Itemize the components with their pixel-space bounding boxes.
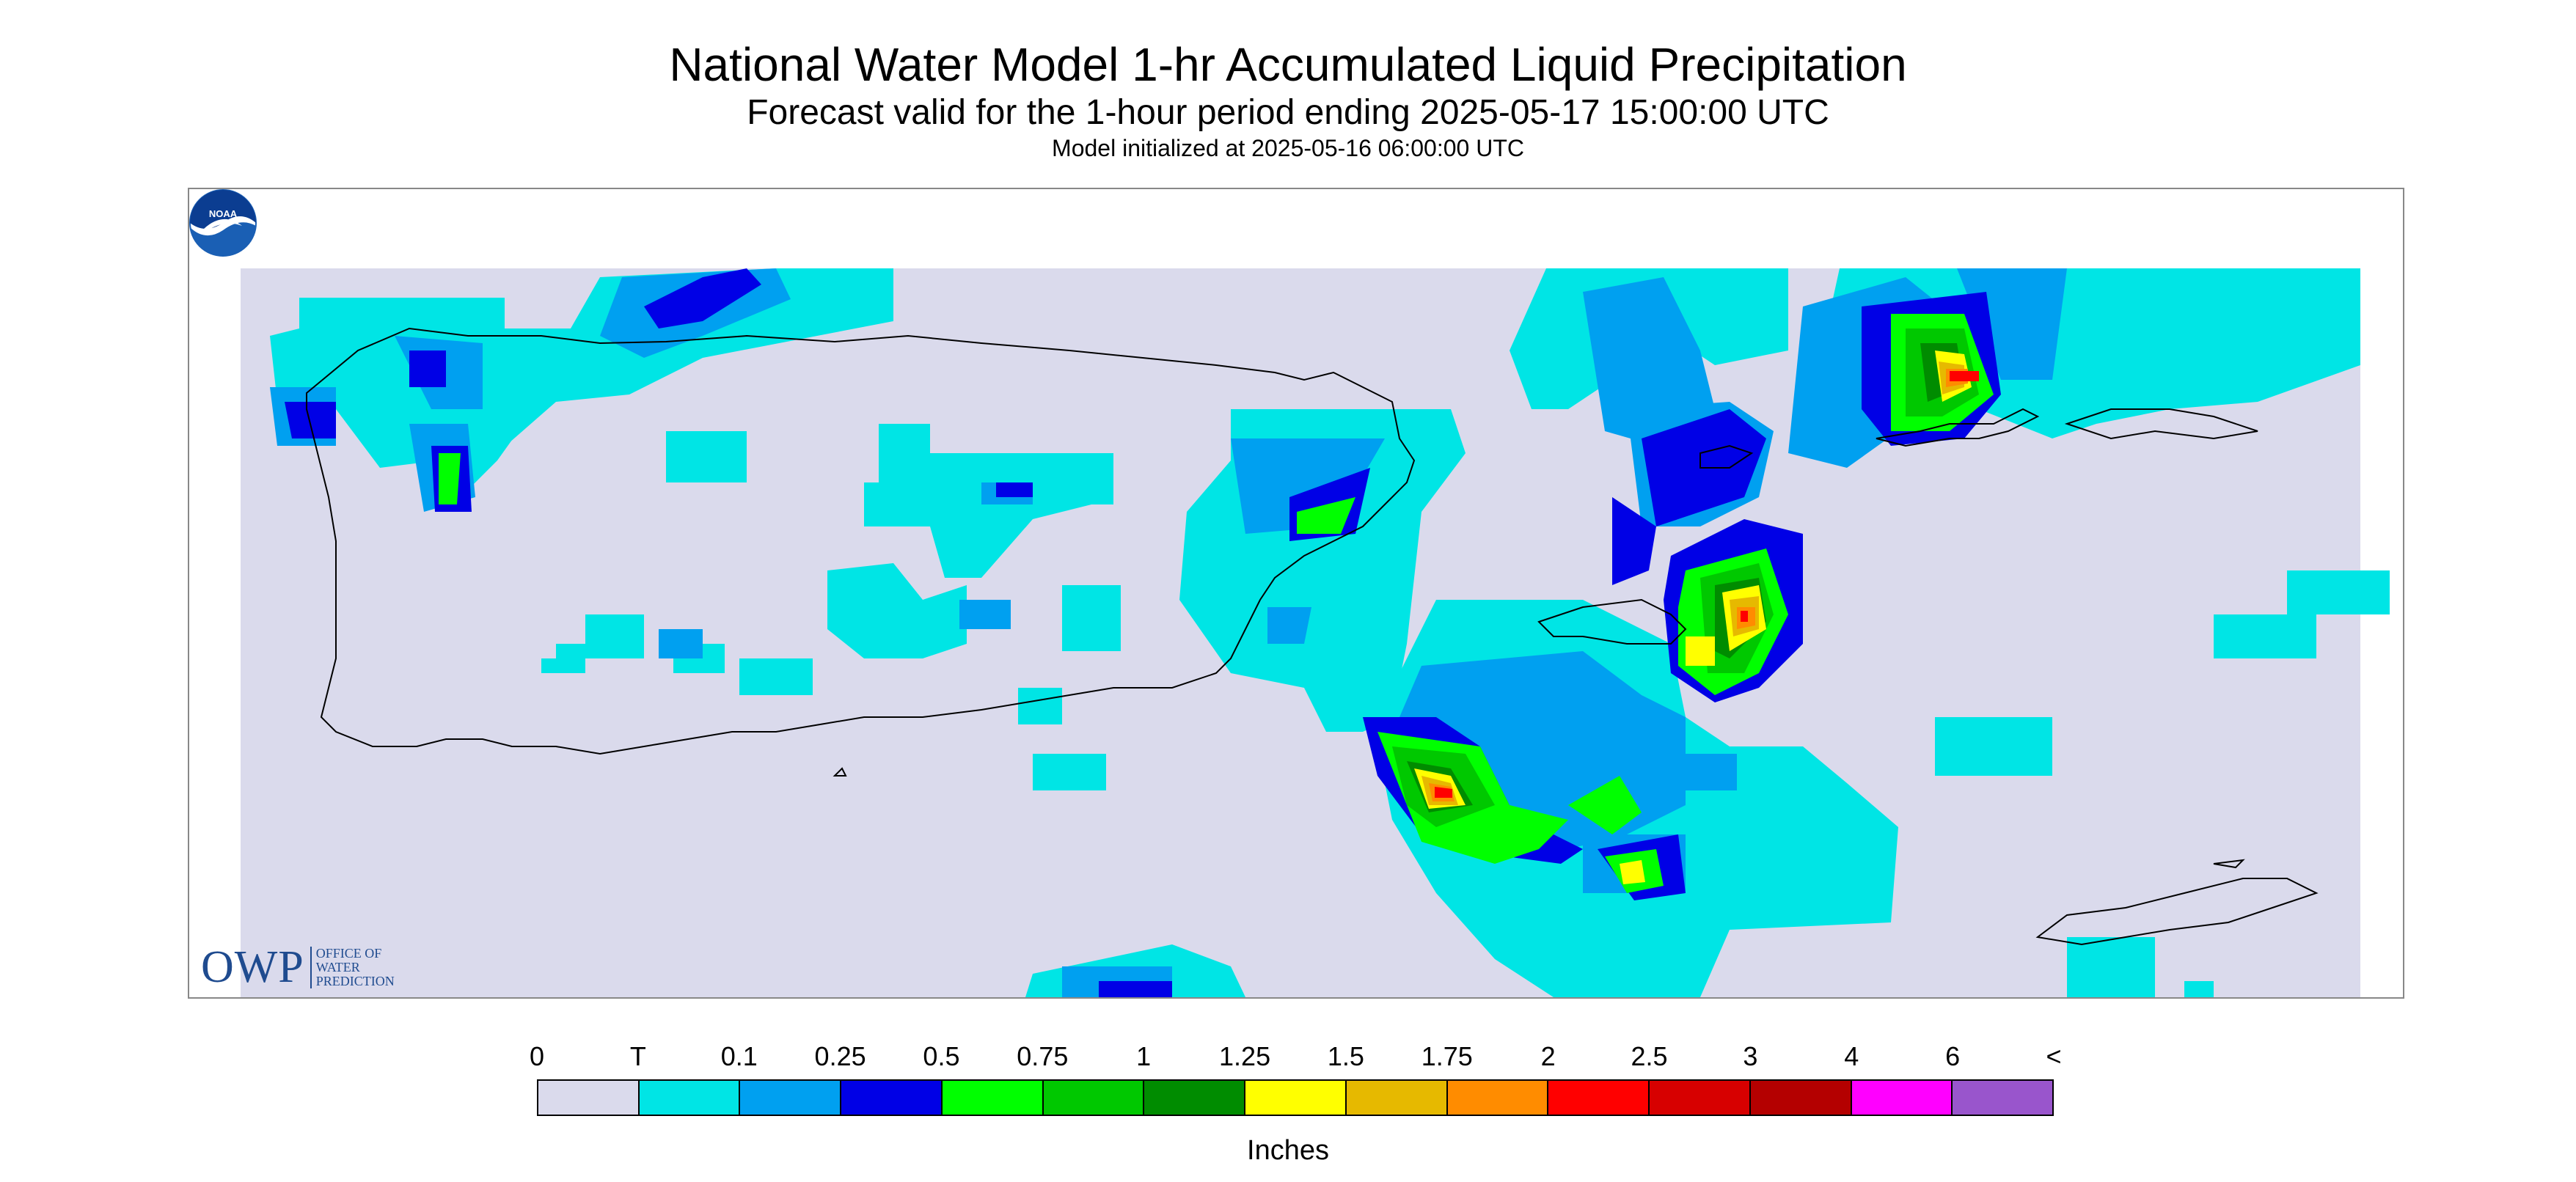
- precipitation-map: OWP OFFICE OF WATER PREDICTION NOAA: [188, 188, 2404, 999]
- buck-island-outline: [2213, 859, 2245, 869]
- legend-swatch: [1750, 1081, 1852, 1115]
- legend-swatch: [1144, 1081, 1246, 1115]
- legend-tick-label: 2.5: [1631, 1041, 1668, 1071]
- legend-swatch: [1953, 1081, 2053, 1115]
- legend-tick-label: <: [2046, 1041, 2062, 1071]
- legend-swatch: [1851, 1081, 1953, 1115]
- owp-logo-line2: WATER: [315, 959, 360, 974]
- legend-tick-label: T: [629, 1041, 646, 1071]
- legend-swatch: [740, 1081, 842, 1115]
- puerto-rico-outline: [306, 327, 1416, 755]
- st-thomas-outline: [1876, 408, 2040, 447]
- precip-2-areas: [1435, 371, 1979, 798]
- legend-tick-label: 2: [1540, 1041, 1556, 1071]
- legend-tick-label: 0.25: [814, 1041, 866, 1071]
- legend-swatch: [1245, 1081, 1347, 1115]
- noaa-logo-text: NOAA: [209, 208, 238, 219]
- vieques-outline: [1537, 598, 1687, 645]
- owp-logo-line3: PREDICTION: [315, 973, 395, 988]
- legend-swatch: [1043, 1081, 1145, 1115]
- legend-tick-label: 3: [1743, 1041, 1758, 1071]
- page-title: National Water Model 1-hr Accumulated Li…: [669, 38, 1907, 91]
- owp-logo-letters: OWP: [201, 941, 304, 992]
- legend-swatch: [942, 1081, 1044, 1115]
- legend-tick-label: 0.1: [720, 1041, 758, 1071]
- legend-tick-label: 1.25: [1219, 1041, 1271, 1071]
- culebra-outline: [1699, 444, 1754, 469]
- caja-de-muertos-outline: [833, 767, 847, 777]
- forecast-valid-subtitle: Forecast valid for the 1-hour period end…: [747, 93, 1829, 132]
- precip-legend: 0 T 0.1 0.25 0.5 0.75 1 1.25 1.5 1.75 2 2.5 3 4 6 < Inc…: [0, 1019, 2576, 1181]
- st-croix-outline: [2035, 878, 2319, 946]
- legend-swatch: [1548, 1081, 1650, 1115]
- legend-swatch: [841, 1081, 943, 1115]
- map-canvas: [241, 268, 2390, 997]
- owp-logo-text: OFFICE OF WATER PREDICTION: [310, 945, 395, 988]
- legend-tick-label: 1: [1136, 1041, 1152, 1071]
- legend-tick-label: 0: [529, 1041, 545, 1071]
- legend-tick-label: 1.75: [1421, 1041, 1473, 1071]
- coastline-outlines: [306, 327, 2319, 946]
- legend-tick-label: 4: [1844, 1041, 1859, 1071]
- noaa-logo: NOAA: [189, 189, 257, 257]
- legend-swatch: [1447, 1081, 1549, 1115]
- legend-colorbar: [537, 1079, 2054, 1116]
- legend-tick-label: 0.5: [923, 1041, 960, 1071]
- legend-swatch: [538, 1081, 640, 1115]
- owp-logo-line1: OFFICE OF: [315, 945, 382, 961]
- legend-tick-label: 1.5: [1327, 1041, 1364, 1071]
- owp-logo: OWP OFFICE OF WATER PREDICTION: [201, 941, 395, 993]
- legend-labels: 0 T 0.1 0.25 0.5 0.75 1 1.25 1.5 1.75 2 2.5 3 4 6 <: [530, 1041, 2062, 1071]
- legend-tick-label: 6: [1945, 1041, 1961, 1071]
- legend-units: Inches: [1247, 1135, 1329, 1166]
- model-init-text: Model initialized at 2025-05-16 06:00:00…: [1052, 135, 1524, 161]
- legend-swatch: [1650, 1081, 1751, 1115]
- st-john-bvi-outline: [2064, 408, 2258, 440]
- legend-swatch: [1346, 1081, 1448, 1115]
- legend-tick-label: 0.75: [1017, 1041, 1069, 1071]
- legend-swatch: [639, 1081, 741, 1115]
